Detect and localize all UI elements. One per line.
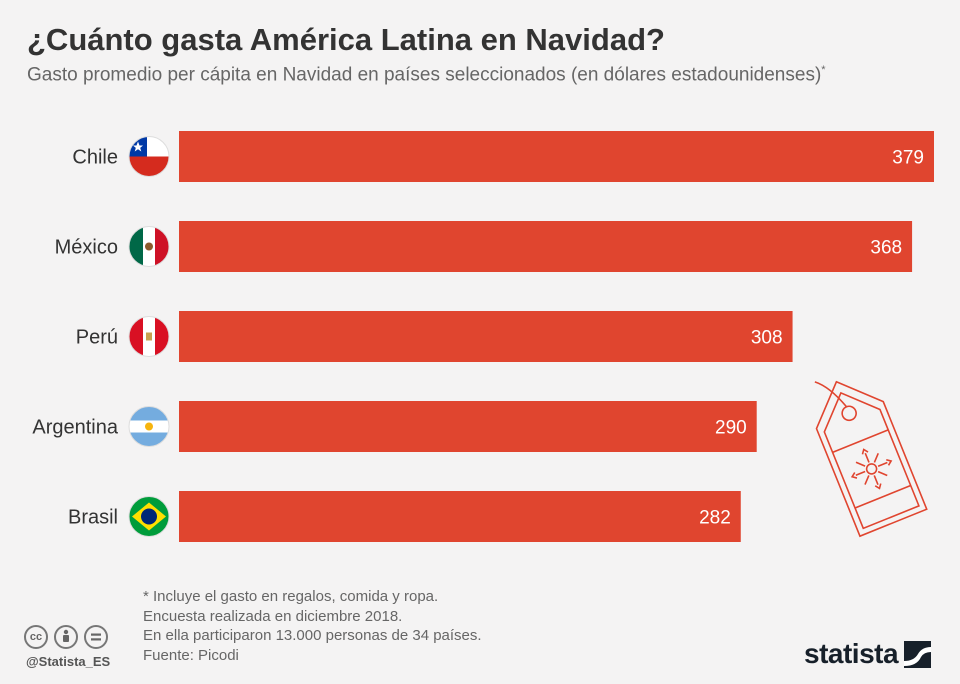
price-tag-icon [814, 380, 928, 538]
no-derivatives-icon [84, 625, 108, 649]
bar-row: 308 Perú [76, 311, 793, 362]
statista-mark-icon [904, 640, 932, 668]
bar-row: 379 Chile [72, 131, 934, 182]
category-label: Brasil [68, 507, 118, 529]
bar-row: 290 Argentina [32, 401, 757, 452]
bar-row: 282 Brasil [68, 491, 741, 542]
bar [179, 221, 913, 272]
bar [179, 311, 793, 362]
social-handle: @Statista_ES [26, 654, 111, 669]
bar-value-label: 282 [699, 508, 731, 529]
bar-value-label: 308 [751, 328, 783, 349]
chile-flag-icon [128, 136, 170, 177]
bar [179, 131, 934, 182]
argentina-flag-icon [128, 406, 170, 447]
bars-layer: 379 Chile 368 México 308 Perú 290 Argentina 282 B… [32, 131, 934, 542]
footnotes: * Incluye el gasto en regalos, comida y … [143, 587, 482, 665]
bar-value-label: 368 [870, 238, 902, 259]
chart-subtitle: Gasto promedio per cápita en Navidad en … [27, 64, 826, 86]
source-line: Fuente: Picodi [143, 646, 239, 664]
subtitle-footnote-mark: * [821, 64, 826, 76]
attribution-icon [54, 625, 78, 649]
license-icons: cc [24, 625, 108, 649]
category-label: Argentina [32, 417, 118, 439]
bar [179, 491, 741, 542]
cc-icon: cc [24, 625, 48, 649]
category-label: Perú [76, 327, 118, 349]
bar-row: 368 México [55, 221, 913, 272]
category-label: México [55, 237, 118, 259]
brazil-flag-icon [128, 496, 170, 537]
bar [179, 401, 757, 452]
peru-flag-icon [128, 316, 170, 357]
bar-value-label: 379 [892, 148, 924, 169]
footnote-line: Encuesta realizada en diciembre 2018. [143, 607, 403, 625]
mexico-flag-icon [128, 226, 170, 267]
category-label: Chile [72, 147, 118, 169]
bar-chart: 379 Chile 368 México 308 Perú 290 Argentina 282 B… [32, 131, 934, 542]
footnote-line: * Incluye el gasto en regalos, comida y … [143, 588, 439, 605]
subtitle-text: Gasto promedio per cápita en Navidad en … [27, 64, 822, 86]
bar-value-label: 290 [715, 418, 747, 439]
brand-name: statista [804, 638, 899, 669]
footnote-line: En ella participaron 13.000 personas de … [143, 627, 482, 644]
statista-logo: statista [804, 638, 932, 670]
chart-title: ¿Cuánto gasta América Latina en Navidad? [27, 22, 665, 57]
